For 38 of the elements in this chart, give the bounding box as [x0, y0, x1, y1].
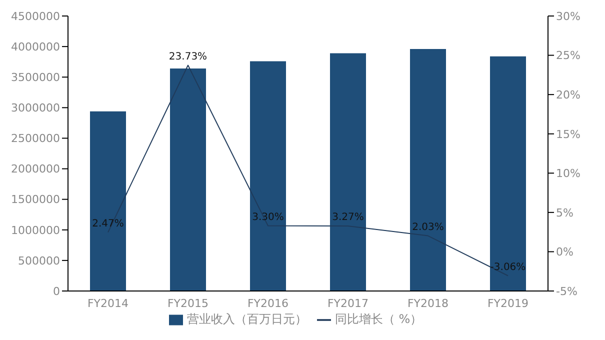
- y2-tick-label: 25%: [556, 49, 580, 62]
- x-tick-label: FY2015: [167, 296, 209, 310]
- bar: [410, 49, 446, 291]
- y-tick-label: 2500000: [11, 132, 60, 146]
- data-label: 3.30%: [252, 212, 284, 223]
- y2-tick-label: 5%: [556, 206, 574, 220]
- data-label: 23.73%: [168, 51, 208, 62]
- bar: [490, 56, 526, 291]
- y-tick-label: 0: [53, 284, 60, 298]
- y2-tick-label: 10%: [556, 167, 580, 180]
- x-tick-label: FY2016: [247, 296, 289, 310]
- data-label: -3.06%: [490, 262, 526, 273]
- y2-tick-label: -5%: [556, 284, 578, 298]
- y-tick-label: 4500000: [11, 10, 60, 23]
- y-tick-label: 3000000: [11, 102, 60, 115]
- y2-tick-label: 0%: [556, 246, 574, 259]
- bar: [170, 68, 206, 291]
- y-tick-label: 1000000: [11, 224, 60, 237]
- legend-label: 同比增长（ %）: [334, 312, 422, 326]
- y-tick-label: 500000: [18, 254, 60, 268]
- y-tick-label: 2000000: [11, 162, 60, 176]
- y-tick-label: 1500000: [11, 193, 60, 206]
- y2-tick-label: 15%: [556, 128, 580, 141]
- x-tick-label: FY2018: [407, 296, 449, 310]
- bar: [330, 53, 366, 291]
- x-tick-label: FY2014: [87, 296, 129, 310]
- bar: [250, 61, 286, 291]
- y2-tick-label: 30%: [556, 10, 580, 23]
- data-label: 2.03%: [412, 222, 444, 233]
- data-label: 3.27%: [332, 212, 364, 224]
- legend-label: 营业收入（百万日元）: [186, 312, 307, 326]
- x-tick-label: FY2019: [487, 296, 529, 310]
- x-tick-label: FY2017: [327, 296, 369, 310]
- y2-tick-label: 20%: [556, 88, 580, 102]
- data-label: 2.47%: [92, 218, 124, 230]
- y-tick-label: 3500000: [11, 71, 60, 84]
- y-tick-label: 4000000: [11, 40, 60, 54]
- bar: [90, 111, 126, 291]
